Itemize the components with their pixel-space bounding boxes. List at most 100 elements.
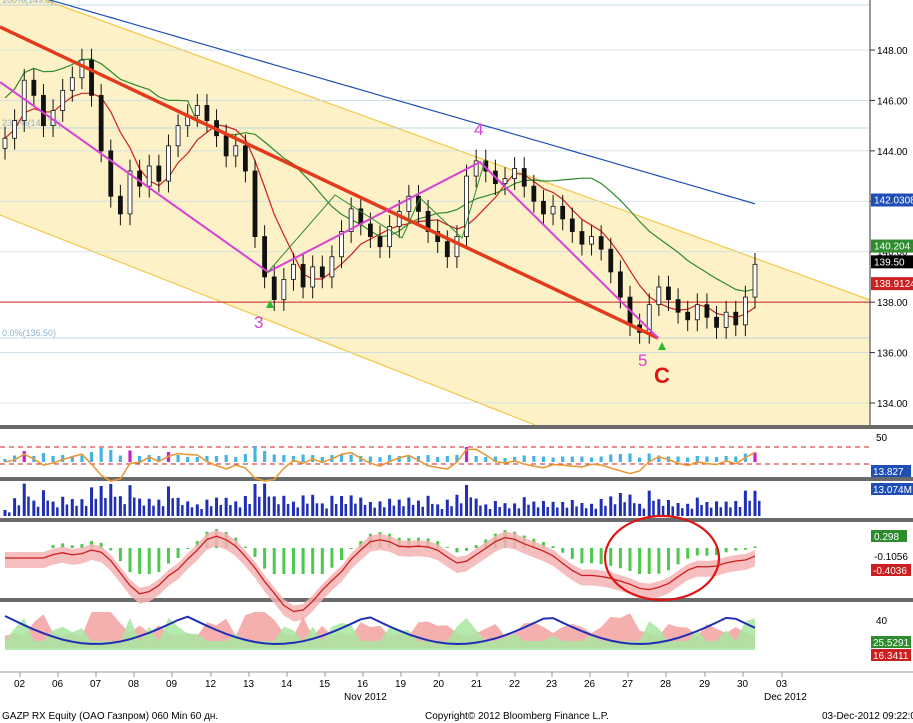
candle-body bbox=[550, 205, 556, 215]
x-tick-label: 03 bbox=[776, 679, 788, 690]
x-tick-label: 12 bbox=[205, 679, 217, 690]
x-tick-label: 30 bbox=[737, 679, 749, 690]
volume-bar bbox=[113, 496, 117, 516]
volume-bar bbox=[753, 490, 757, 516]
x-tick-label: 23 bbox=[546, 679, 558, 690]
volume-bar bbox=[734, 501, 738, 516]
rsi-bar bbox=[522, 455, 526, 462]
macd-bar bbox=[61, 543, 65, 548]
rsi-bar bbox=[157, 456, 161, 462]
rsi-bar bbox=[320, 457, 324, 462]
volume-bar bbox=[229, 505, 232, 516]
candle-body bbox=[2, 137, 8, 149]
rsi-bar bbox=[609, 454, 613, 462]
channel-lower-line bbox=[0, 214, 536, 426]
volume-bar bbox=[277, 504, 280, 516]
volume-bar bbox=[75, 505, 78, 516]
rsi-bar bbox=[676, 456, 680, 462]
price-tick-label: 134.00 bbox=[877, 399, 908, 410]
rsi-bar bbox=[570, 456, 574, 462]
volume-bar bbox=[652, 500, 655, 516]
x-tick-label: 19 bbox=[395, 679, 407, 690]
volume-bar bbox=[152, 505, 155, 516]
volume-bar bbox=[301, 495, 305, 516]
volume-bar bbox=[84, 505, 88, 516]
macd-bar bbox=[70, 545, 74, 548]
price-axis: 134.00136.00138.00140.00142.00144.00146.… bbox=[869, 0, 913, 425]
volume-bar bbox=[383, 507, 386, 516]
volume-bar bbox=[705, 502, 709, 516]
price-tick-label: 140.00 bbox=[877, 248, 908, 259]
volume-bar bbox=[209, 506, 213, 516]
candle-body bbox=[608, 248, 614, 273]
volume-bar bbox=[561, 502, 565, 516]
rsi-bar bbox=[397, 456, 401, 462]
rsi-bar bbox=[580, 456, 584, 462]
rsi-panel: 50 13.827 bbox=[0, 433, 911, 482]
candle-body bbox=[108, 150, 114, 197]
candle-body bbox=[666, 286, 671, 301]
candle-body bbox=[704, 304, 710, 318]
rsi-bar bbox=[503, 458, 507, 462]
volume-bar bbox=[628, 494, 632, 516]
rsi-bar bbox=[349, 454, 353, 462]
candle-body bbox=[598, 236, 604, 250]
macd-value-2: -0.1056 bbox=[874, 552, 908, 563]
macd-bar bbox=[291, 548, 295, 574]
volume-bar bbox=[272, 496, 276, 516]
volume-bar bbox=[513, 503, 517, 516]
rsi-bar bbox=[416, 456, 421, 462]
volume-bar bbox=[416, 500, 420, 516]
volume-bar bbox=[445, 499, 449, 516]
volume-bar bbox=[17, 505, 21, 516]
volume-bar bbox=[94, 498, 98, 516]
volume-bar bbox=[715, 501, 719, 516]
volume-value: 13.074M bbox=[873, 485, 912, 496]
rsi-bar bbox=[378, 457, 382, 462]
candle-body bbox=[367, 223, 373, 237]
candle-body bbox=[339, 231, 344, 258]
volume-bar bbox=[27, 496, 30, 516]
volume-bar bbox=[109, 484, 113, 516]
candle-body bbox=[271, 276, 277, 301]
volume-bar bbox=[161, 506, 165, 516]
volume-bar bbox=[90, 487, 94, 516]
macd-ribbon bbox=[5, 530, 755, 622]
volume-bar bbox=[176, 497, 180, 516]
rsi-bar bbox=[551, 457, 555, 462]
volume-badge bbox=[871, 483, 913, 495]
rsi-bar bbox=[70, 456, 74, 462]
x-tick-label: 29 bbox=[699, 679, 711, 690]
volume-bar bbox=[397, 499, 401, 516]
rsi-bar bbox=[638, 457, 642, 462]
candle-body bbox=[252, 170, 258, 237]
rsi-bar bbox=[186, 457, 190, 462]
price-badge-label: 139.50 bbox=[874, 257, 905, 268]
volume-bar bbox=[402, 506, 405, 516]
rsi-line bbox=[4, 448, 756, 482]
rsi-bar bbox=[214, 456, 219, 462]
rsi-bar bbox=[147, 455, 151, 462]
macd-bar bbox=[243, 546, 247, 548]
macd-bar bbox=[340, 548, 344, 560]
candle-body bbox=[329, 256, 335, 278]
volume-bar bbox=[118, 496, 122, 516]
rsi-bar bbox=[474, 456, 478, 462]
volume-bar bbox=[657, 499, 661, 516]
volume-bar bbox=[354, 503, 357, 516]
x-tick-label: 27 bbox=[622, 679, 634, 690]
volume-bar bbox=[623, 502, 626, 516]
price-badge-label: 142.0308 bbox=[874, 196, 913, 207]
candle-body bbox=[319, 266, 325, 278]
x-tick-label: 28 bbox=[660, 679, 672, 690]
macd-bar bbox=[320, 548, 324, 574]
rsi-bar bbox=[224, 455, 228, 462]
macd-bar bbox=[311, 548, 315, 574]
macd-bar bbox=[676, 548, 680, 565]
candle-body bbox=[89, 59, 94, 96]
x-tick-label: 06 bbox=[52, 679, 64, 690]
rsi-bar bbox=[464, 447, 469, 462]
rsi-bar bbox=[561, 456, 565, 462]
macd-bar bbox=[272, 548, 276, 574]
candle-body bbox=[541, 200, 546, 215]
